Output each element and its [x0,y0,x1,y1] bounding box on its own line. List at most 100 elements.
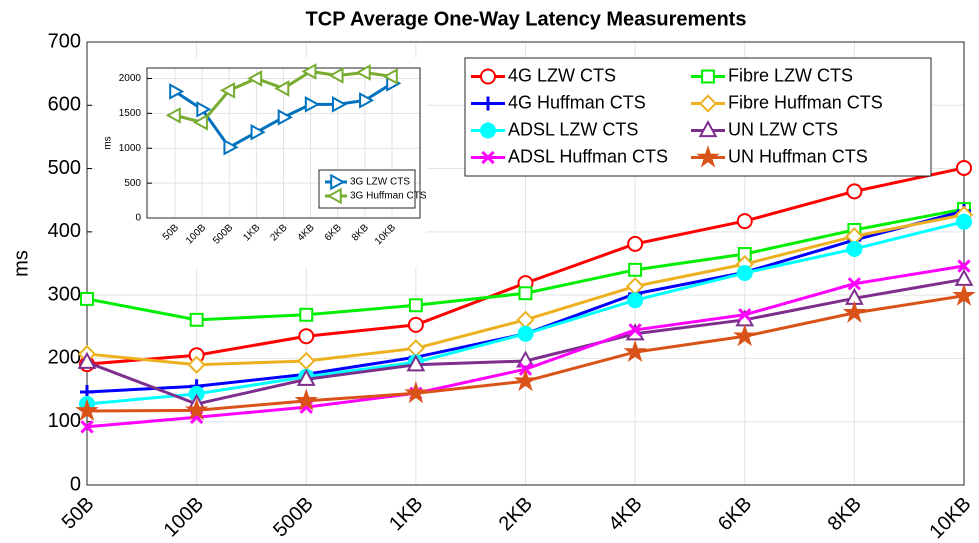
y-tick-label: 500 [48,157,81,179]
x-tick-label: 4KB [604,493,646,535]
marker [846,183,863,200]
marker [842,300,867,323]
legend-label: 3G LZW CTS [350,177,410,188]
marker [219,82,236,99]
marker [250,123,266,141]
marker [277,109,293,126]
y-axis-label: ms [10,250,32,277]
marker [407,316,424,333]
marker [408,298,423,313]
marker [298,328,315,345]
y-tick-label: 2000 [119,73,142,84]
legend-box [318,169,416,209]
x-tick-label: 2KB [495,493,537,535]
marker [698,120,718,138]
y-tick-label: 0 [70,473,81,495]
marker [518,286,533,301]
y-axis-label: ms [103,136,114,149]
marker [516,310,535,329]
x-tick-label: 10KB [925,493,975,543]
x-tick-label: 50B [58,493,99,534]
marker [404,380,428,404]
x-tick-label: 8KB [824,493,866,535]
marker [359,92,375,109]
y-tick-label: 600 [48,94,81,116]
legend-label: UN Huffman CTS [728,146,868,166]
marker [736,264,753,281]
marker [304,96,320,113]
inset-background [95,58,427,268]
marker [328,67,344,84]
x-tick-label: 500B [269,493,318,542]
marker [628,323,642,337]
marker [701,69,715,84]
chart-title: TCP Average One-Way Latency Measurements [306,8,747,30]
legend-label: ADSL Huffman CTS [508,146,668,166]
marker [296,368,316,386]
marker [331,96,348,113]
marker [274,80,290,97]
marker [957,259,971,273]
y-tick-label: 200 [48,347,81,369]
marker [952,283,976,306]
marker [196,101,212,118]
marker [75,398,99,421]
marker [956,159,972,176]
y-tick-label: 500 [124,178,141,189]
x-tick-label: 1KB [385,493,427,535]
marker [382,68,398,85]
y-tick-label: 400 [48,220,81,242]
marker [623,339,647,363]
marker [189,312,204,327]
marker [192,114,208,131]
plot: 0 100 200 300 400 500 600 700 50B 100B 500B 1KB 2KB 4… [10,30,976,543]
marker [628,262,643,277]
marker [627,235,644,252]
marker [954,268,974,286]
legend-label: 4G Huffman CTS [508,92,646,112]
marker [77,351,97,369]
marker [247,70,263,87]
marker [223,138,239,156]
marker [297,351,316,371]
marker [698,94,718,113]
y-tick-label: 300 [48,283,81,305]
marker [480,68,496,85]
y-tick-label: 700 [48,30,81,52]
axes-box [86,41,965,486]
marker [301,63,317,80]
marker [187,355,206,374]
marker [294,388,318,411]
x-tick-label: 100B [160,493,209,542]
y-tick-label: 1500 [119,108,142,119]
marker [956,213,972,230]
marker [847,277,862,291]
y-tick-label: 100 [48,410,81,432]
marker [169,83,185,100]
legend-label: ADSL LZW CTS [508,119,638,139]
legend-label: 3G Huffman CTS [350,191,427,202]
y-tick-label: 1000 [119,143,142,154]
marker [80,420,94,434]
marker [517,325,534,342]
marker [80,291,94,306]
x-tick-label: 6KB [714,493,756,535]
legend-label: Fibre LZW CTS [728,65,853,85]
marker [513,368,538,392]
marker [627,292,644,309]
marker [481,96,495,111]
marker [406,339,425,358]
marker [846,240,863,257]
marker [165,107,181,124]
marker [184,398,209,421]
marker [516,350,535,368]
marker [326,187,342,205]
marker [481,150,495,165]
legend-label: Fibre Huffman CTS [728,92,883,112]
legend-label: UN LZW CTS [728,119,838,139]
marker [733,323,757,347]
marker [738,308,752,322]
